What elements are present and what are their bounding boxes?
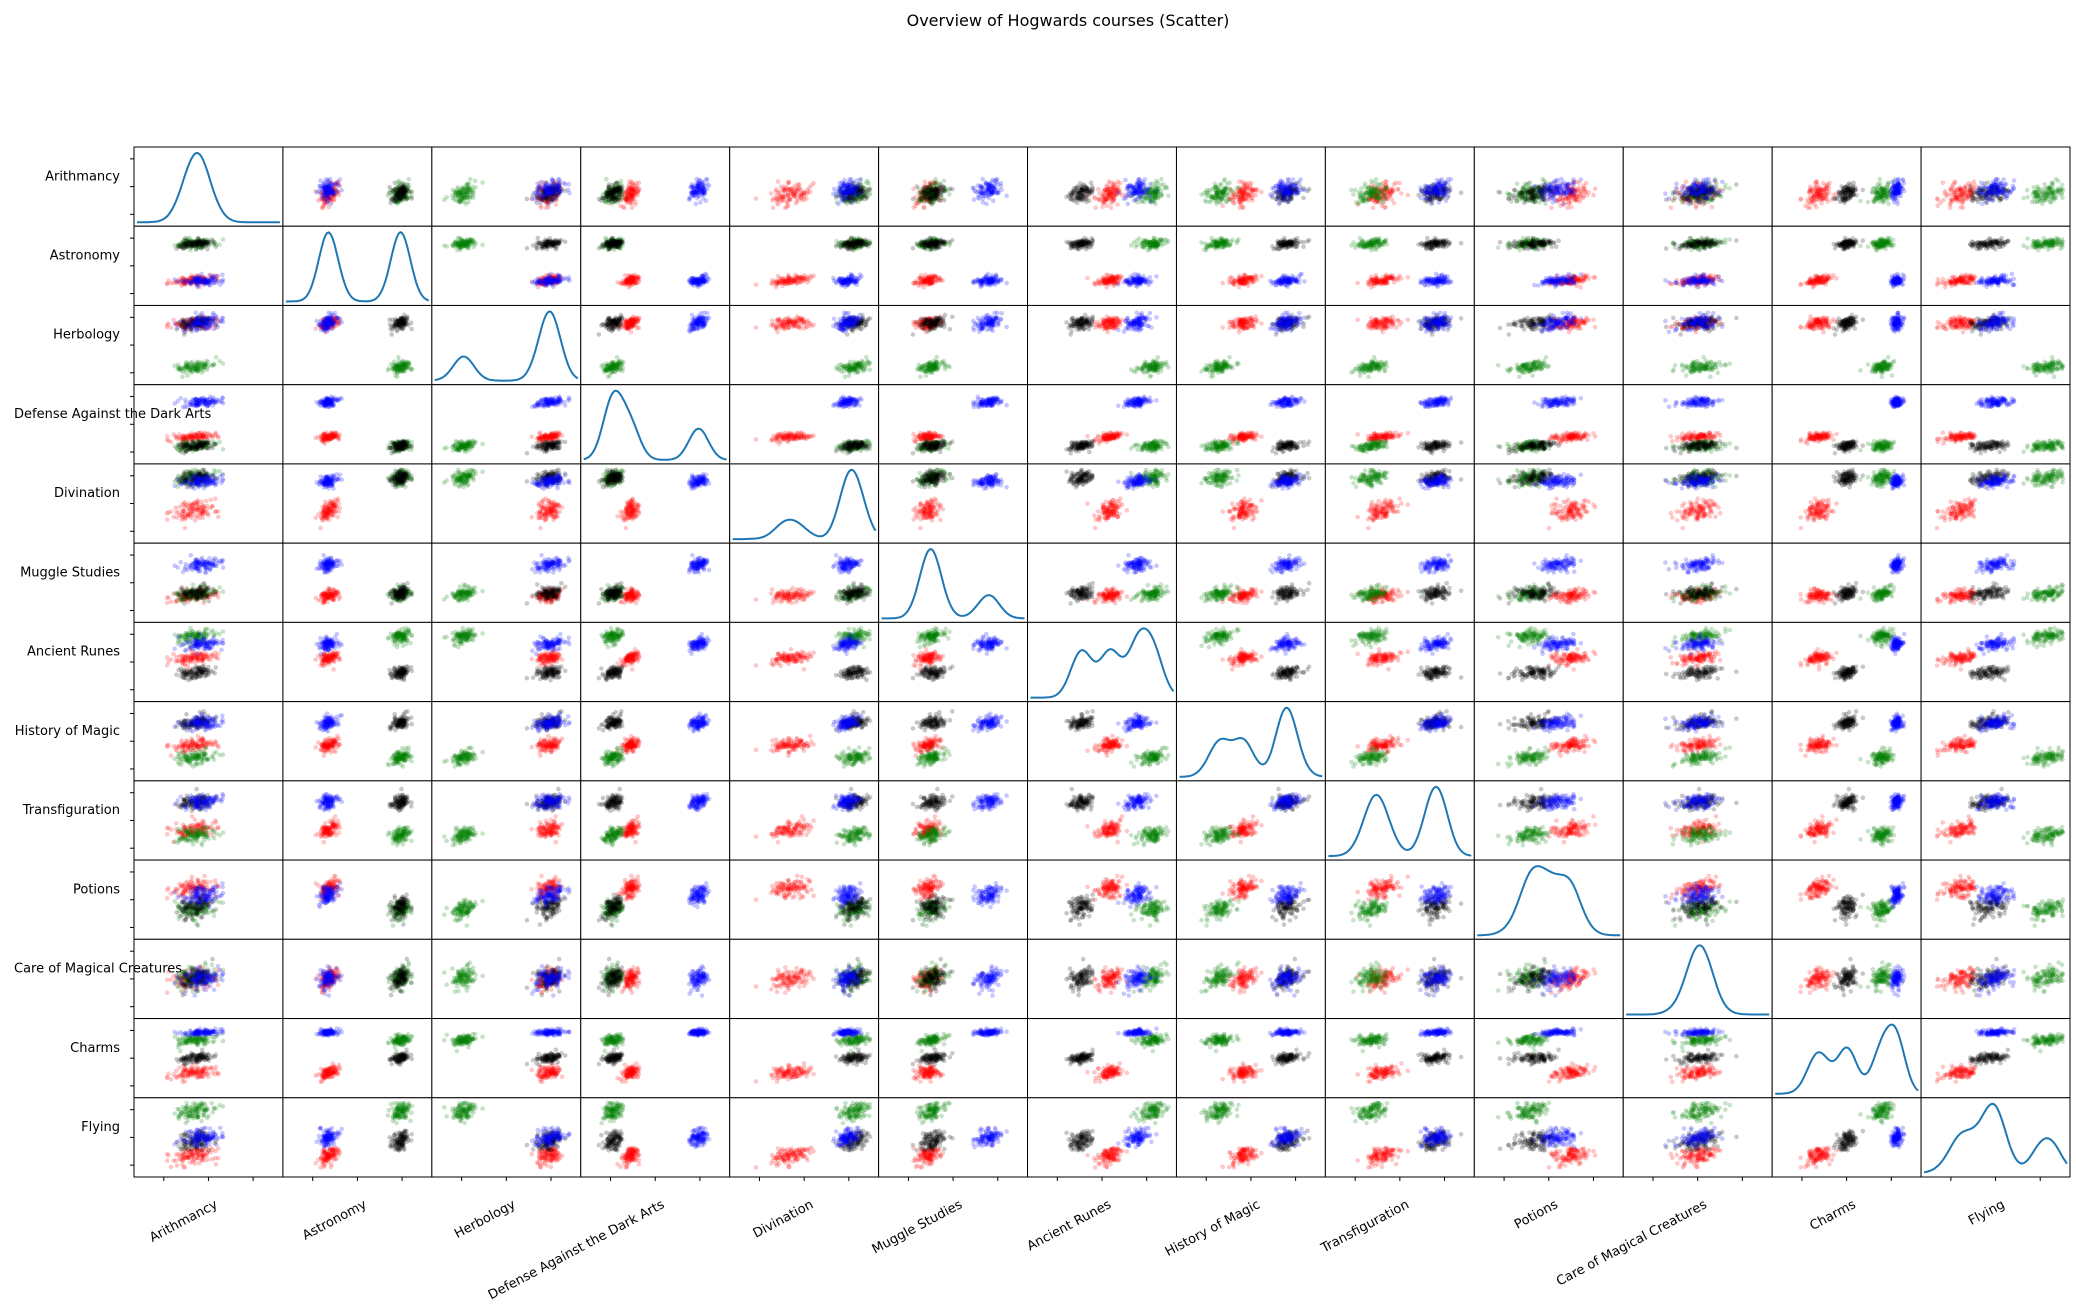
scatter-point [393, 181, 398, 186]
scatter-point [567, 182, 572, 187]
scatter-point [389, 197, 394, 202]
scatter-point [537, 185, 542, 190]
scatter-point [540, 180, 545, 185]
scatter-point [536, 190, 541, 195]
scatter-point [409, 196, 414, 201]
scatter-point [326, 185, 331, 190]
scatter-point [550, 178, 555, 183]
scatter-point [538, 200, 543, 205]
scatter-point [456, 194, 461, 199]
scatter-point [465, 195, 470, 200]
scatter-point [480, 180, 485, 185]
scatter-point [550, 199, 555, 204]
scatter-point [607, 182, 612, 187]
scatter-point [401, 192, 406, 197]
matrix-grid: ArithmancyAstronomyHerbologyDefense Agai… [14, 147, 2070, 1303]
scatter-point [326, 199, 331, 204]
scatter-point [322, 180, 327, 185]
cell-0-3 [581, 147, 730, 226]
scatter-point [633, 199, 638, 204]
scatter-point [533, 197, 538, 202]
scatter-point [545, 180, 550, 185]
scatter-point [464, 182, 469, 187]
scatter-point [318, 187, 323, 192]
scatter-point [388, 191, 393, 196]
scatter-point [387, 185, 392, 190]
scatter-point [562, 181, 567, 186]
cell-frame [134, 147, 283, 226]
scatter-point [629, 179, 634, 184]
cell-0-0 [134, 147, 283, 226]
chart-title: Overview of Hogwards courses (Scatter) [907, 11, 1230, 30]
scatter-point [468, 177, 473, 182]
cell-0-1 [283, 147, 432, 226]
scatter-point [464, 202, 469, 207]
scatter-point [618, 204, 623, 209]
scatter-point [471, 193, 476, 198]
scatter-point [444, 195, 449, 200]
scatter-point [630, 206, 635, 211]
scatter-point [620, 192, 625, 197]
scatter-point [465, 189, 470, 194]
scatter-point [554, 202, 559, 207]
scatter-point [567, 191, 572, 196]
scatter-point [629, 190, 634, 195]
scatter-point [339, 188, 344, 193]
cell-0-2 [432, 147, 581, 226]
scatter-point [459, 197, 464, 202]
scatter-point [330, 189, 335, 194]
scatter-point [604, 177, 609, 182]
scatter-point [597, 197, 602, 202]
scatter-point [611, 187, 616, 192]
scatter-point [405, 195, 410, 200]
scatter-point [609, 197, 614, 202]
scatter-point [546, 202, 551, 207]
scatter-point [455, 187, 460, 192]
scatter-point [318, 178, 323, 183]
scatter-point [407, 177, 412, 182]
scatter-point [335, 180, 340, 185]
scatter-point [605, 193, 610, 198]
scatter-point [451, 196, 456, 201]
scatter-point [324, 190, 329, 195]
scatter-point [555, 194, 560, 199]
scatter-point [473, 179, 478, 184]
scatter-point [525, 197, 530, 202]
scatter-point [630, 195, 635, 200]
scatter-point [548, 188, 553, 193]
scatter-point [399, 185, 404, 190]
scatter-point [559, 189, 564, 194]
scatter-point [539, 193, 544, 198]
